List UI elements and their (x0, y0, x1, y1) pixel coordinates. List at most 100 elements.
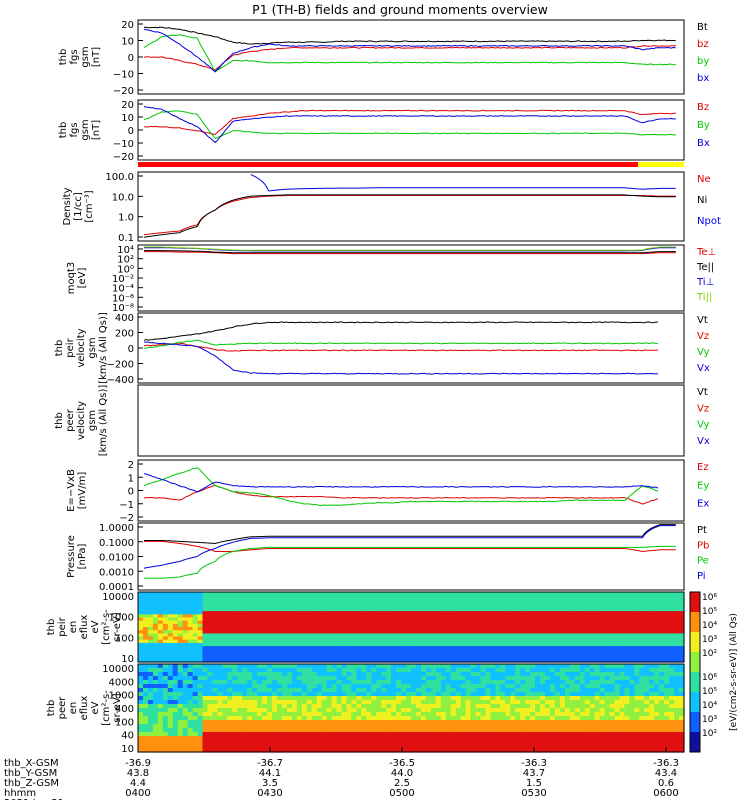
heatmap-cell (490, 633, 496, 638)
heatmap-cell (172, 611, 179, 615)
heatmap-cell (411, 680, 417, 685)
heatmap-cell (559, 688, 566, 693)
heatmap-cell (535, 617, 541, 622)
heatmap-cell (227, 639, 233, 644)
heatmap-cell (460, 680, 467, 685)
heatmap-cell (346, 627, 353, 631)
heatmap-cell (311, 614, 318, 619)
heatmap-cell (574, 658, 581, 663)
heatmap-cell (331, 592, 338, 596)
heatmap-cell (520, 680, 526, 685)
heatmap-cell (584, 688, 591, 693)
heatmap-cell (654, 627, 660, 631)
heatmap-cell (470, 692, 477, 697)
heatmap-cell (485, 744, 492, 749)
heatmap-cell (465, 639, 472, 644)
heatmap-cell (331, 598, 338, 603)
heatmap-cell (217, 736, 223, 741)
heatmap-cell (669, 668, 675, 673)
heatmap-cell (475, 672, 482, 677)
heatmap-cell (291, 668, 298, 673)
heatmap-cell (396, 720, 402, 725)
heatmap-cell (659, 607, 665, 612)
heatmap-cell (629, 607, 635, 612)
heatmap-cell (450, 740, 457, 745)
heatmap-cell (182, 598, 189, 603)
heatmap-cell (644, 639, 650, 644)
heatmap-cell (356, 696, 362, 701)
heatmap-cell (381, 724, 387, 729)
heatmap-cell (644, 604, 650, 609)
heatmap-cell (669, 672, 675, 677)
heatmap-cell (559, 620, 566, 625)
heatmap-cell (192, 604, 199, 609)
heatmap-cell (550, 595, 556, 599)
heatmap-cell (604, 676, 611, 681)
heatmap-cell (197, 604, 204, 609)
heatmap-cell (445, 642, 452, 647)
heatmap-cell (167, 623, 174, 628)
heatmap-cell (614, 748, 621, 753)
heatmap-cell (589, 636, 596, 641)
heatmap-cell (192, 598, 199, 603)
heatmap-cell (247, 672, 253, 677)
heatmap-cell (272, 696, 278, 701)
heatmap-cell (301, 664, 308, 669)
heatmap-cell (277, 700, 283, 705)
heatmap-cell (197, 732, 204, 737)
heatmap-cell (247, 708, 253, 713)
heatmap-cell (361, 639, 367, 644)
heatmap-cell (550, 598, 556, 603)
heatmap-cell (604, 652, 611, 657)
heatmap-cell (356, 592, 362, 596)
heatmap-cell (664, 636, 670, 641)
heatmap-cell (296, 728, 303, 733)
heatmap-cell (212, 646, 219, 650)
heatmap-cell (257, 704, 263, 709)
heatmap-cell (391, 724, 397, 729)
heatmap-cell (227, 595, 233, 599)
heatmap-cell (252, 724, 258, 729)
heatmap-cell (579, 692, 586, 697)
heatmap-cell (306, 598, 313, 603)
heatmap-cell (316, 736, 323, 741)
heatmap-cell (535, 740, 541, 745)
heatmap-cell (629, 708, 635, 713)
heatmap-cell (480, 655, 487, 660)
heatmap-cell (272, 668, 278, 673)
heatmap-cell (326, 592, 333, 596)
heatmap-cell (579, 630, 586, 634)
heatmap-cell (242, 595, 248, 599)
heatmap-cell (376, 611, 382, 615)
heatmap-cell (296, 633, 303, 638)
heatmap-cell (401, 724, 407, 729)
heatmap-cell (500, 668, 506, 673)
heatmap-cell (366, 658, 372, 663)
heatmap-cell (460, 700, 467, 705)
heatmap-cell (143, 639, 149, 644)
heatmap-cell (222, 740, 228, 745)
heatmap-cell (381, 658, 387, 663)
heatmap-cell (425, 604, 432, 609)
heatmap-cell (554, 627, 561, 631)
heatmap-cell (366, 598, 372, 603)
heatmap-cell (242, 704, 248, 709)
heatmap-cell (401, 668, 407, 673)
heatmap-cell (376, 598, 382, 603)
tick-label: 10² (117, 255, 134, 266)
heatmap-cell (495, 611, 501, 615)
heatmap-cell (212, 668, 219, 673)
series-By (143, 110, 676, 140)
heatmap-cell (624, 598, 630, 603)
heatmap-cell (192, 652, 199, 657)
heatmap-cell (505, 639, 511, 644)
heatmap-cell (475, 652, 482, 657)
heatmap-cell (545, 740, 551, 745)
heatmap-cell (341, 630, 348, 634)
heatmap-cell (554, 592, 561, 596)
heatmap-cell (579, 617, 586, 622)
heatmap-cell (296, 601, 303, 606)
tick-label: 1000 (109, 691, 134, 702)
heatmap-cell (480, 700, 487, 705)
legend-Vy: Vy (697, 420, 710, 431)
